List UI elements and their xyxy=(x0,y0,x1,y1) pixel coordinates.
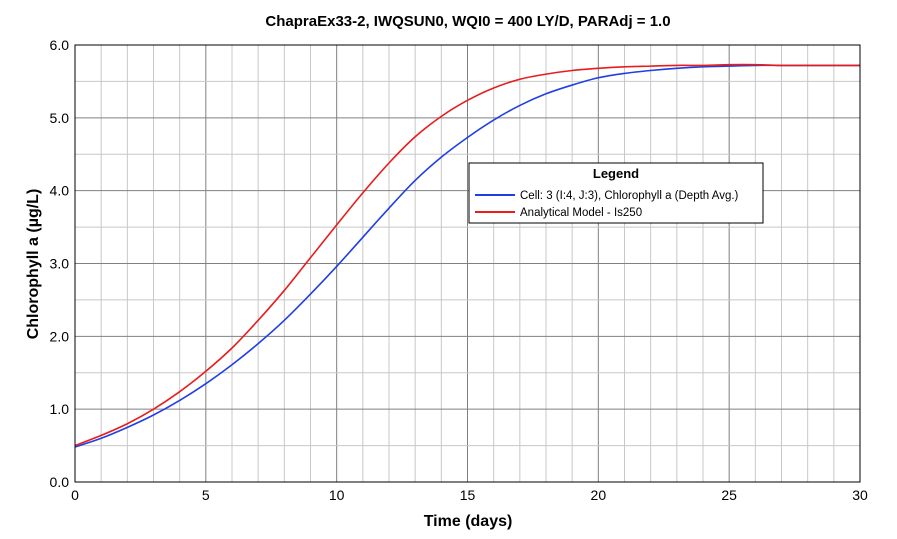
y-axis-title: Chlorophyll a (µg/L) xyxy=(25,189,42,340)
tick-labels: 0 5 10 15 20 25 30 0.0 1.0 2.0 3.0 4.0 5.0 6.0 xyxy=(50,37,868,503)
x-tick-label: 15 xyxy=(460,487,476,503)
x-axis-title: Time (days) xyxy=(424,513,513,530)
y-tick-label: 1.0 xyxy=(50,401,70,417)
y-tick-label: 0.0 xyxy=(50,474,70,490)
legend: Legend Cell: 3 (I:4, J:3), Chlorophyll a… xyxy=(468,162,764,224)
legend-label-cell: Cell: 3 (I:4, J:3), Chlorophyll a (Depth… xyxy=(520,190,739,202)
legend-label-analytical: Analytical Model - Is250 xyxy=(520,207,642,219)
series-line-analytical xyxy=(74,63,860,447)
x-tick-label: 10 xyxy=(329,487,345,503)
x-tick-label: 25 xyxy=(721,487,737,503)
grid xyxy=(75,45,860,482)
plot-frame xyxy=(74,44,861,483)
x-tick-label: 20 xyxy=(591,487,607,503)
series-group xyxy=(74,63,860,448)
y-tick-label: 2.0 xyxy=(50,328,70,344)
y-tick-label: 4.0 xyxy=(50,183,70,199)
series-line-cell xyxy=(74,64,860,448)
x-tick-label: 5 xyxy=(202,487,210,503)
chart-title: ChapraEx33-2, IWQSUN0, WQI0 = 400 LY/D, … xyxy=(265,13,670,30)
y-tick-label: 5.0 xyxy=(50,110,70,126)
legend-title: Legend xyxy=(593,166,639,181)
x-tick-label: 30 xyxy=(852,487,868,503)
y-tick-label: 6.0 xyxy=(50,37,70,53)
x-tick-label: 0 xyxy=(71,487,79,503)
y-tick-label: 3.0 xyxy=(50,256,70,272)
legend-box xyxy=(468,162,764,224)
